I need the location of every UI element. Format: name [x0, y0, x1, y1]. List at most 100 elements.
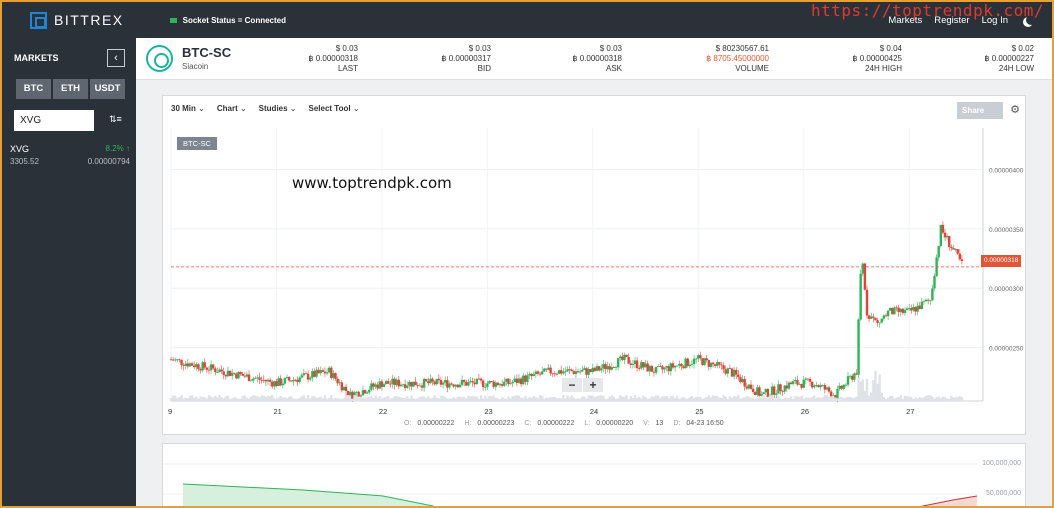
- candle-body: [699, 355, 702, 359]
- volume-bar: [872, 380, 875, 401]
- volume-bar: [650, 396, 654, 401]
- nav-login[interactable]: Log In: [981, 14, 1008, 26]
- candle-body: [171, 359, 175, 361]
- volume-bar: [477, 398, 481, 401]
- candle-body: [429, 378, 432, 384]
- volume-bar: [344, 395, 348, 401]
- sort-icon[interactable]: ⇅≡: [109, 114, 122, 124]
- candle-body: [718, 362, 721, 365]
- volume-bar: [370, 396, 373, 401]
- candle-body: [929, 300, 932, 302]
- interval-dropdown[interactable]: 30 Min: [171, 104, 205, 113]
- volume-bar: [929, 395, 932, 401]
- stat-btc: ฿ 0.00000425: [852, 54, 902, 63]
- depth-y-tick: 100,000,000: [982, 460, 1021, 467]
- chart-type-dropdown[interactable]: Chart: [217, 104, 247, 113]
- volume-bar: [254, 395, 257, 401]
- volume-bar: [488, 395, 491, 401]
- candle-body: [408, 381, 411, 386]
- volume-bar: [412, 398, 415, 401]
- candle-body: [460, 379, 464, 385]
- candle-body: [684, 358, 687, 369]
- volume-bar: [222, 397, 225, 401]
- candle-body: [705, 358, 708, 361]
- volume-bar: [171, 395, 175, 401]
- volume-bar: [448, 398, 451, 401]
- volume-bar: [454, 398, 457, 401]
- top-bar: BITTREX Socket Status = Connected Market…: [2, 2, 1052, 38]
- tab-eth[interactable]: ETH: [53, 79, 88, 99]
- candle-body: [562, 371, 565, 374]
- volume-bar: [821, 397, 824, 401]
- volume-bar: [623, 396, 626, 401]
- volume-bar: [941, 396, 945, 401]
- ohlc-low-label: L:: [584, 420, 591, 427]
- volume-bar: [431, 397, 434, 401]
- coin-change: 8.2% ↑: [105, 144, 130, 153]
- collapse-sidebar-button[interactable]: ‹: [107, 49, 125, 67]
- price-chart-svg[interactable]: 0.00000400 0.00000350 0.00000300 0.00000250…: [163, 96, 1027, 416]
- volume-bar: [581, 396, 584, 401]
- share-button[interactable]: Share: [957, 102, 1003, 119]
- nav-markets[interactable]: Markets: [888, 14, 923, 26]
- volume-bar: [298, 398, 301, 401]
- volume-bar: [840, 396, 843, 401]
- volume-bar: [532, 395, 535, 401]
- candle-body: [559, 370, 563, 374]
- market-list-item[interactable]: XVG 8.2% ↑ 3305.52 0.00000794: [10, 144, 130, 166]
- tab-btc[interactable]: BTC: [16, 79, 51, 99]
- zoom-in-button[interactable]: +: [583, 378, 603, 392]
- volume-bar: [218, 395, 221, 401]
- volume-bar: [724, 396, 727, 401]
- candle-body: [355, 391, 358, 393]
- candle-body: [363, 390, 367, 394]
- tab-usdt[interactable]: USDT: [90, 79, 125, 99]
- volume-bar: [589, 395, 592, 401]
- volume-bar: [612, 396, 616, 401]
- candle-body: [673, 365, 677, 368]
- candle-body: [819, 385, 822, 388]
- volume-bar: [479, 395, 483, 401]
- candle-body: [437, 378, 441, 381]
- candle-body: [178, 359, 181, 361]
- studies-dropdown[interactable]: Studies: [259, 104, 297, 113]
- candle-body: [880, 318, 883, 323]
- volume-bar: [201, 397, 204, 401]
- select-tool-dropdown[interactable]: Select Tool: [309, 104, 360, 113]
- volume-bar: [673, 398, 677, 401]
- ask-depth-line: [921, 495, 978, 506]
- volume-bar: [427, 395, 430, 401]
- candle-body: [760, 394, 763, 396]
- candle-body: [446, 380, 449, 388]
- volume-bar: [374, 395, 377, 401]
- volume-bar: [690, 395, 694, 401]
- brand-logo[interactable]: BITTREX: [30, 11, 124, 29]
- market-search-input[interactable]: [14, 110, 94, 131]
- volume-bar: [614, 398, 618, 401]
- stat-volume: $ 80230567.61 ฿ 8705.45000000 VOLUME: [706, 44, 769, 74]
- ohlc-close-label: C:: [524, 420, 532, 427]
- socket-status: Socket Status = Connected: [169, 16, 286, 25]
- candle-body: [806, 378, 810, 380]
- candle-body: [958, 253, 961, 260]
- zoom-out-button[interactable]: −: [562, 378, 582, 392]
- nav-register[interactable]: Register: [934, 14, 970, 26]
- volume-bar: [285, 398, 289, 401]
- candle-body: [414, 381, 417, 386]
- gear-icon[interactable]: ⚙: [1010, 104, 1020, 116]
- candle-body: [416, 385, 419, 386]
- candle-body: [327, 367, 331, 373]
- candle-body: [503, 381, 506, 386]
- volume-bar: [260, 395, 263, 401]
- candle-body: [254, 378, 257, 379]
- candle-body: [775, 393, 778, 395]
- volume-bar: [836, 398, 839, 401]
- candle-body: [564, 371, 567, 373]
- volume-bar: [496, 398, 500, 401]
- volume-bar: [591, 395, 595, 401]
- volume-bar: [184, 397, 187, 401]
- volume-bar: [667, 397, 670, 401]
- candle-body: [481, 380, 485, 388]
- coin-volume: 3305.52: [10, 157, 39, 166]
- candle-body: [648, 365, 651, 372]
